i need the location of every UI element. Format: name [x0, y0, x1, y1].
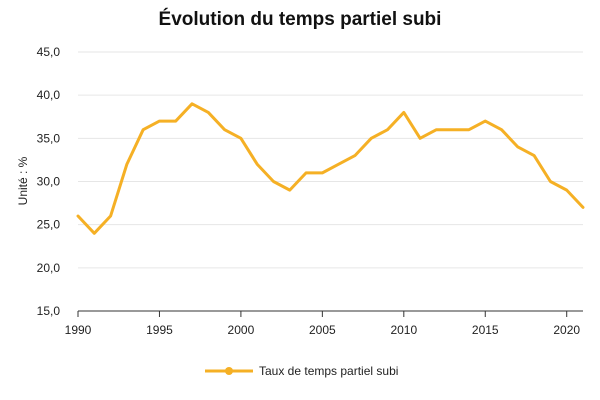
x-tick-label: 2020 [553, 323, 580, 337]
y-tick-label: 15,0 [37, 304, 61, 318]
y-tick-label: 20,0 [37, 261, 61, 275]
x-tick-label: 2010 [390, 323, 417, 337]
legend[interactable]: Taux de temps partiel subi [205, 364, 398, 378]
y-tick-label: 35,0 [37, 131, 61, 145]
grid-lines [78, 51, 583, 269]
x-tick-label: 2000 [228, 323, 255, 337]
series-layer [76, 102, 585, 235]
x-tick-label: 1995 [146, 323, 173, 337]
legend-label: Taux de temps partiel subi [259, 364, 398, 378]
x-tick-label: 2015 [472, 323, 499, 337]
x-tick-label: 2005 [309, 323, 336, 337]
chart-title: Évolution du temps partiel subi [159, 8, 442, 30]
x-tick-label: 1990 [65, 323, 92, 337]
y-axis-ticks: 15,0 20,0 25,0 30,0 35,0 40,0 45,0 [37, 45, 61, 318]
y-axis-label: Unité : % [16, 156, 30, 205]
y-tick-label: 30,0 [37, 175, 61, 189]
y-tick-label: 25,0 [37, 218, 61, 232]
y-tick-label: 45,0 [37, 45, 61, 59]
y-tick-label: 40,0 [37, 88, 61, 102]
x-axis-ticks: 1990 1995 2000 2005 2010 2015 2020 [65, 311, 580, 337]
series-line-0[interactable] [76, 102, 585, 235]
legend-dot-marker [225, 367, 233, 375]
